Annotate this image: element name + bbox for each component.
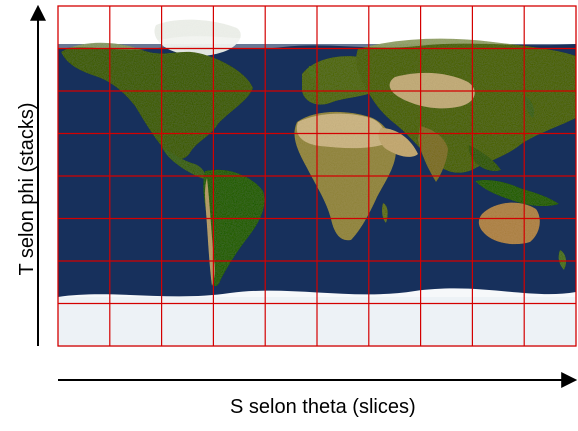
- central-america-landmass: [162, 147, 205, 179]
- sahara-desert: [296, 113, 385, 149]
- new-zealand-landmass: [558, 250, 567, 270]
- japan-landmass: [524, 96, 535, 118]
- s-theta-axis-label: S selon theta (slices): [230, 396, 416, 418]
- indonesia-islands: [475, 179, 559, 207]
- andes-dry-strip: [205, 178, 215, 286]
- t-phi-axis-label: T selon phi (stacks): [16, 102, 38, 276]
- texture-grid: [57, 5, 577, 347]
- asia-landmass: [356, 38, 576, 173]
- continents: [61, 19, 576, 287]
- southeast-asia-landmass: [468, 145, 501, 172]
- north-america-landmass: [61, 42, 253, 160]
- india-landmass: [418, 126, 448, 182]
- arabia-landmass: [378, 128, 418, 157]
- british-isles-landmass: [308, 66, 317, 80]
- south-america-landmass: [203, 169, 265, 287]
- greenland-landmass: [154, 19, 241, 56]
